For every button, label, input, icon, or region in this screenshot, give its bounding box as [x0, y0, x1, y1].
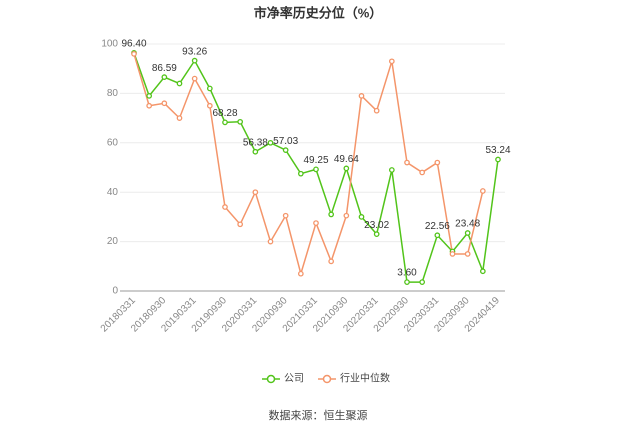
data-point	[313, 166, 319, 173]
data-point	[479, 188, 486, 194]
y-tick-label: 20	[107, 236, 119, 247]
data-label: 93.26	[182, 46, 207, 57]
data-point	[358, 214, 365, 220]
y-tick-label: 40	[107, 187, 119, 198]
data-point	[222, 119, 228, 126]
data-point	[161, 74, 168, 80]
data-point	[146, 93, 153, 99]
data-point	[419, 169, 426, 176]
data-point	[191, 57, 198, 64]
data-point	[282, 212, 289, 219]
data-point	[388, 167, 395, 173]
data-point	[282, 147, 289, 153]
data-point	[388, 58, 395, 65]
data-point	[131, 51, 137, 57]
data-point	[222, 204, 228, 210]
data-point	[464, 230, 471, 236]
legend-item: 行业中位数	[318, 372, 390, 385]
data-point	[464, 251, 471, 257]
data-point	[449, 251, 456, 257]
y-tick-label: 80	[107, 88, 119, 99]
data-label: 23.48	[455, 219, 480, 230]
data-point	[328, 211, 335, 218]
data-point	[343, 212, 350, 219]
data-point	[495, 156, 501, 163]
data-point	[297, 170, 304, 177]
data-label: 23.02	[364, 220, 389, 231]
data-label: 57.03	[273, 136, 298, 147]
data-point	[373, 107, 380, 114]
data-point	[161, 100, 168, 107]
y-tick-label: 100	[101, 39, 118, 50]
legend-label: 行业中位数	[340, 372, 390, 385]
data-label: 49.64	[334, 154, 359, 165]
data-point	[328, 258, 335, 265]
chart-title: 市净率历史分位（%）	[254, 5, 383, 20]
data-point	[206, 102, 213, 109]
data-point	[373, 231, 380, 237]
data-label: 3.60	[397, 268, 417, 279]
data-point	[267, 139, 274, 146]
data-point	[237, 221, 244, 228]
data-point	[146, 102, 153, 109]
y-tick-label: 60	[107, 137, 119, 148]
data-point	[434, 159, 441, 166]
data-point	[191, 75, 198, 82]
legend-label: 公司	[284, 374, 304, 385]
y-tick-label: 0	[112, 286, 118, 297]
data-point	[358, 93, 365, 99]
data-point	[404, 279, 410, 285]
legend-marker	[322, 374, 332, 384]
data-point	[404, 159, 410, 166]
data-point	[343, 165, 350, 172]
data-label: 22.56	[425, 221, 450, 232]
data-point	[419, 279, 426, 285]
data-point	[252, 148, 259, 155]
data-point	[479, 268, 486, 275]
data-label: 96.40	[121, 39, 146, 50]
legend-item: 公司	[262, 374, 304, 385]
data-point	[206, 85, 213, 92]
series-line	[133, 53, 484, 277]
data-label: 53.24	[485, 145, 510, 156]
source-note: 数据来源：恒生聚源	[269, 408, 368, 422]
legend-marker	[266, 374, 276, 384]
data-point	[237, 118, 244, 125]
data-point	[252, 189, 259, 196]
data-point	[434, 232, 441, 239]
data-point	[176, 115, 183, 121]
data-point	[176, 80, 183, 87]
data-point	[313, 220, 319, 226]
data-label: 86.59	[152, 63, 177, 74]
data-label: 49.25	[303, 155, 328, 166]
data-label: 68.28	[212, 108, 237, 119]
data-point	[297, 270, 304, 277]
data-label: 56.38	[243, 137, 268, 148]
data-point	[267, 238, 274, 245]
